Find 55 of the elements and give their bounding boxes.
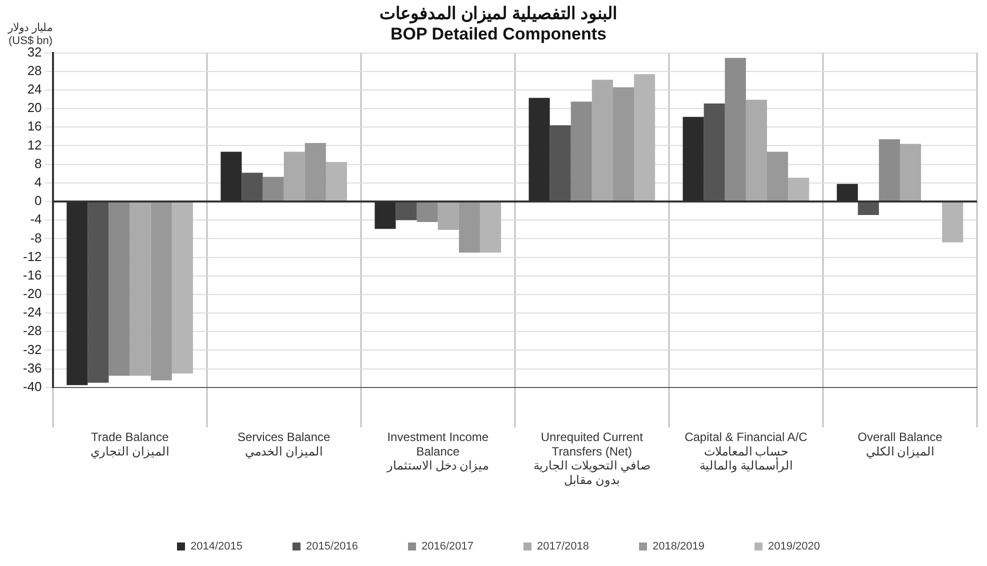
legend-label: 2015/2016 <box>306 540 358 553</box>
bar <box>262 176 284 202</box>
bar <box>304 142 326 202</box>
bar <box>724 58 746 202</box>
bar <box>326 162 347 202</box>
bar <box>570 102 592 202</box>
bar <box>704 103 725 202</box>
y-tick-label: 16 <box>27 118 42 134</box>
legend-label: 2019/2020 <box>768 540 820 553</box>
bar <box>767 152 788 202</box>
bar <box>634 74 656 202</box>
y-tick-label: 4 <box>34 174 42 190</box>
bar <box>550 125 571 202</box>
y-tick-label: 32 <box>27 44 42 60</box>
bar <box>480 202 502 253</box>
bar <box>858 202 879 215</box>
legend-label: 2018/2019 <box>652 540 704 553</box>
y-tick-label: 0 <box>34 193 42 208</box>
y-tick-label: -24 <box>22 304 42 320</box>
bar <box>900 144 922 202</box>
bar <box>746 100 767 202</box>
y-tick-label: -8 <box>30 230 42 246</box>
bar <box>592 80 613 202</box>
y-axis-title: مليار دولار (US$ bn) <box>8 22 54 47</box>
bar <box>130 202 151 376</box>
bar <box>108 202 130 376</box>
bar <box>788 178 810 202</box>
y-tick-label: -32 <box>22 342 42 357</box>
legend-label: 2017/2018 <box>537 540 589 553</box>
bar <box>88 202 109 383</box>
y-tick-label: -28 <box>22 323 42 338</box>
bar <box>438 202 459 230</box>
bar <box>458 202 480 253</box>
y-tick-label: 12 <box>27 137 42 152</box>
y-tick-label: 24 <box>27 82 42 97</box>
y-tick-label: -36 <box>22 360 42 376</box>
bar <box>172 202 193 374</box>
bar <box>942 202 964 242</box>
y-tick-label: -16 <box>22 267 42 282</box>
bar <box>242 172 263 202</box>
y-tick-label: 8 <box>34 156 42 171</box>
bar <box>284 152 305 202</box>
bar <box>878 139 900 202</box>
y-tick-label: -4 <box>30 212 42 227</box>
y-tick-label: -20 <box>22 286 42 302</box>
y-tick-label: 20 <box>27 100 42 116</box>
y-tick-label: 28 <box>27 62 42 78</box>
bar <box>150 202 172 380</box>
bar <box>612 87 634 202</box>
bar <box>416 202 438 222</box>
legend-label: 2014/2015 <box>190 540 243 553</box>
y-tick-label: -12 <box>22 248 42 264</box>
y-tick-label: -40 <box>22 378 42 394</box>
legend-label: 2016/2017 <box>422 540 474 553</box>
bar <box>396 202 417 220</box>
